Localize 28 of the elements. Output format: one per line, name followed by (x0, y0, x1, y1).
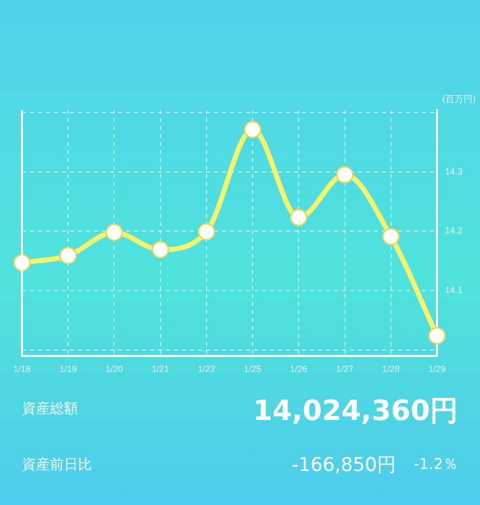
text: 資産前日比 (22, 456, 92, 474)
text: 14,024,360円 (252, 393, 458, 429)
point (152, 240, 170, 258)
point (382, 228, 400, 246)
point (290, 208, 308, 226)
x-tick-label: 1/18 (13, 364, 31, 374)
x-tick-label: 1/26 (290, 364, 308, 374)
y-tick-label: 14.3 (445, 166, 463, 176)
x-tick-label: 1/21 (152, 364, 170, 374)
x-tick-label: 1/27 (336, 364, 354, 374)
text: -166,850円 (292, 453, 396, 478)
point (105, 224, 123, 242)
x-tick-label: 1/19 (59, 364, 77, 374)
x-tick-label: 1/28 (382, 364, 400, 374)
x-tick-label: 1/22 (198, 364, 216, 374)
point (59, 246, 77, 264)
point (336, 166, 354, 184)
y-axis-title: (百万円) (442, 94, 476, 105)
y-tick-label: 14.2 (445, 226, 463, 236)
text: 資産総額 (22, 400, 78, 418)
x-tick-label: 1/29 (428, 364, 446, 374)
point (428, 327, 446, 345)
x-tick-label: 1/25 (244, 364, 262, 374)
point (198, 223, 216, 241)
text: -1.2％ (414, 455, 458, 474)
point (244, 120, 262, 138)
x-tick-label: 1/20 (105, 364, 123, 374)
y-tick-label: 14.1 (445, 285, 463, 296)
